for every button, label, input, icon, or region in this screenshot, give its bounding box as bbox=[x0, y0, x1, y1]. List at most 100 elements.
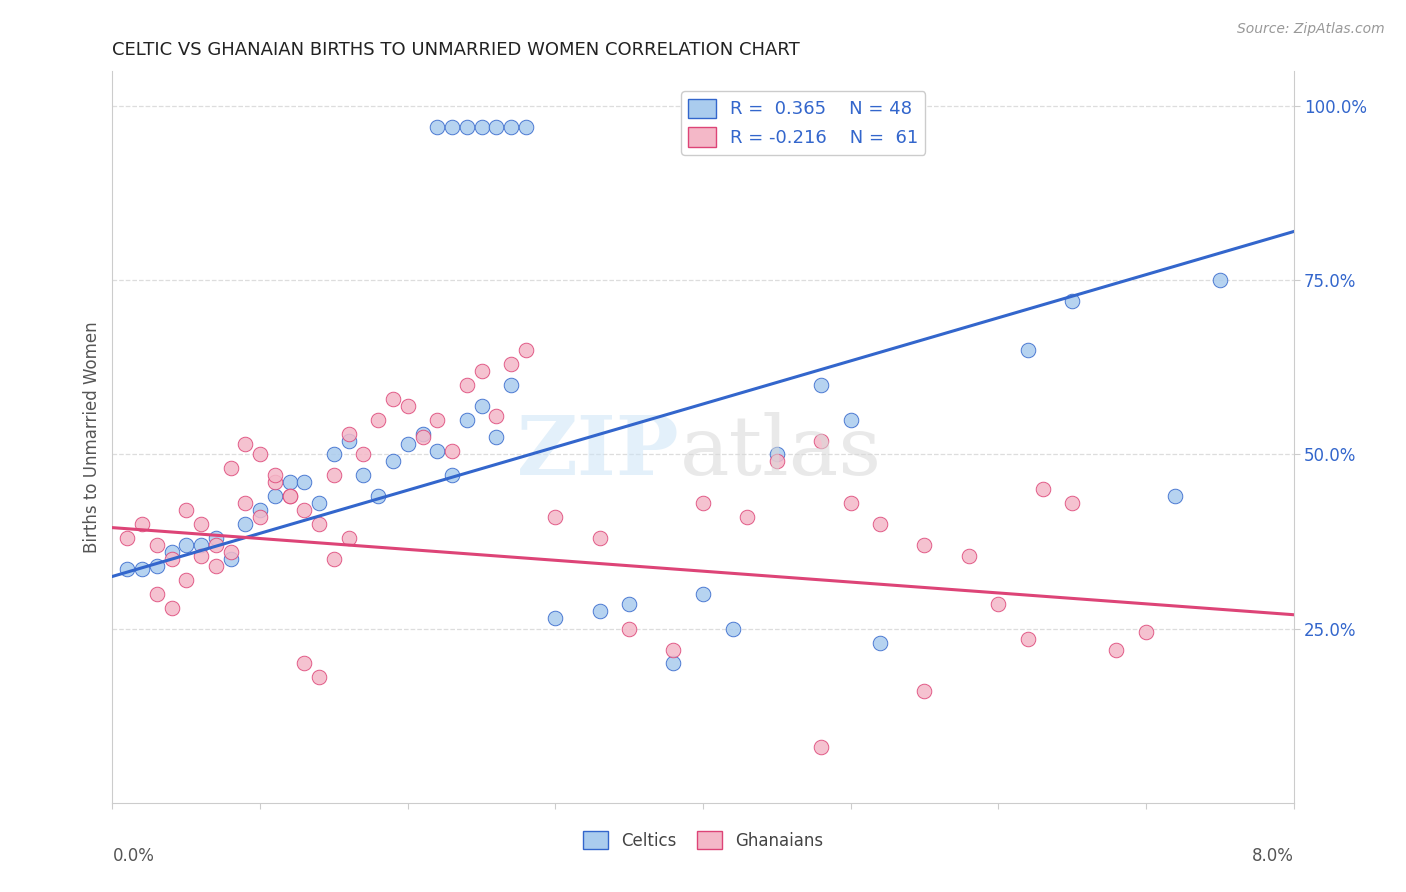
Point bbox=[190, 538, 212, 552]
Point bbox=[619, 597, 641, 611]
Text: ZIP: ZIP bbox=[517, 412, 679, 491]
Point bbox=[205, 558, 228, 573]
Point bbox=[485, 430, 508, 444]
Point bbox=[588, 531, 610, 545]
Point bbox=[382, 454, 405, 468]
Point bbox=[292, 657, 315, 671]
Point bbox=[1017, 343, 1039, 357]
Point bbox=[544, 611, 567, 625]
Point bbox=[308, 517, 330, 532]
Point bbox=[308, 670, 330, 684]
Point bbox=[456, 120, 478, 134]
Point bbox=[515, 343, 537, 357]
Point bbox=[117, 562, 138, 576]
Point bbox=[456, 412, 478, 426]
Point bbox=[810, 377, 832, 392]
Point bbox=[662, 642, 685, 657]
Point bbox=[292, 475, 315, 490]
Point bbox=[765, 454, 787, 468]
Point bbox=[131, 517, 153, 532]
Point bbox=[264, 489, 287, 503]
Point bbox=[131, 562, 153, 576]
Point bbox=[619, 622, 641, 636]
Point bbox=[588, 604, 610, 618]
Point bbox=[485, 120, 508, 134]
Point bbox=[233, 496, 256, 510]
Point bbox=[249, 510, 271, 524]
Point bbox=[1164, 489, 1187, 503]
Text: CELTIC VS GHANAIAN BIRTHS TO UNMARRIED WOMEN CORRELATION CHART: CELTIC VS GHANAIAN BIRTHS TO UNMARRIED W… bbox=[112, 41, 800, 59]
Point bbox=[456, 377, 478, 392]
Point bbox=[323, 468, 346, 483]
Point bbox=[692, 587, 714, 601]
Text: 8.0%: 8.0% bbox=[1251, 847, 1294, 864]
Point bbox=[1105, 642, 1128, 657]
Point bbox=[352, 448, 374, 462]
Point bbox=[174, 573, 197, 587]
Point bbox=[839, 412, 862, 426]
Point bbox=[264, 468, 287, 483]
Point bbox=[471, 364, 494, 378]
Point bbox=[914, 538, 936, 552]
Point bbox=[501, 120, 523, 134]
Point bbox=[249, 503, 271, 517]
Point bbox=[146, 558, 169, 573]
Point bbox=[501, 377, 523, 392]
Point bbox=[412, 426, 434, 441]
Point bbox=[692, 496, 714, 510]
Point bbox=[278, 475, 301, 490]
Point bbox=[146, 538, 169, 552]
Point bbox=[810, 434, 832, 448]
Point bbox=[426, 412, 449, 426]
Point bbox=[219, 545, 242, 559]
Point bbox=[441, 120, 464, 134]
Point bbox=[146, 587, 169, 601]
Point bbox=[233, 517, 256, 532]
Point bbox=[810, 740, 832, 755]
Point bbox=[205, 538, 228, 552]
Point bbox=[1032, 483, 1054, 497]
Point bbox=[501, 357, 523, 371]
Point bbox=[1208, 273, 1232, 287]
Point bbox=[205, 531, 228, 545]
Point bbox=[337, 426, 360, 441]
Text: Source: ZipAtlas.com: Source: ZipAtlas.com bbox=[1237, 22, 1385, 37]
Point bbox=[721, 622, 744, 636]
Point bbox=[323, 552, 346, 566]
Point bbox=[233, 437, 256, 451]
Point bbox=[1062, 294, 1084, 309]
Point bbox=[426, 120, 449, 134]
Text: atlas: atlas bbox=[679, 412, 882, 491]
Point bbox=[249, 448, 271, 462]
Point bbox=[544, 510, 567, 524]
Point bbox=[1062, 496, 1084, 510]
Point bbox=[382, 392, 405, 406]
Point bbox=[839, 496, 862, 510]
Point bbox=[160, 545, 183, 559]
Point bbox=[308, 496, 330, 510]
Point bbox=[441, 468, 464, 483]
Point bbox=[426, 444, 449, 458]
Point bbox=[367, 489, 389, 503]
Point bbox=[278, 489, 301, 503]
Point bbox=[174, 503, 197, 517]
Point bbox=[219, 552, 242, 566]
Point bbox=[337, 531, 360, 545]
Point bbox=[292, 503, 315, 517]
Y-axis label: Births to Unmarried Women: Births to Unmarried Women bbox=[83, 321, 101, 553]
Point bbox=[869, 517, 891, 532]
Point bbox=[471, 399, 494, 413]
Point bbox=[174, 538, 197, 552]
Point bbox=[396, 399, 419, 413]
Point bbox=[337, 434, 360, 448]
Point bbox=[160, 552, 183, 566]
Point bbox=[264, 475, 287, 490]
Point bbox=[412, 430, 434, 444]
Point bbox=[485, 409, 508, 424]
Point bbox=[441, 444, 464, 458]
Point bbox=[117, 531, 138, 545]
Point bbox=[396, 437, 419, 451]
Point bbox=[765, 448, 787, 462]
Point bbox=[737, 510, 759, 524]
Point bbox=[352, 468, 374, 483]
